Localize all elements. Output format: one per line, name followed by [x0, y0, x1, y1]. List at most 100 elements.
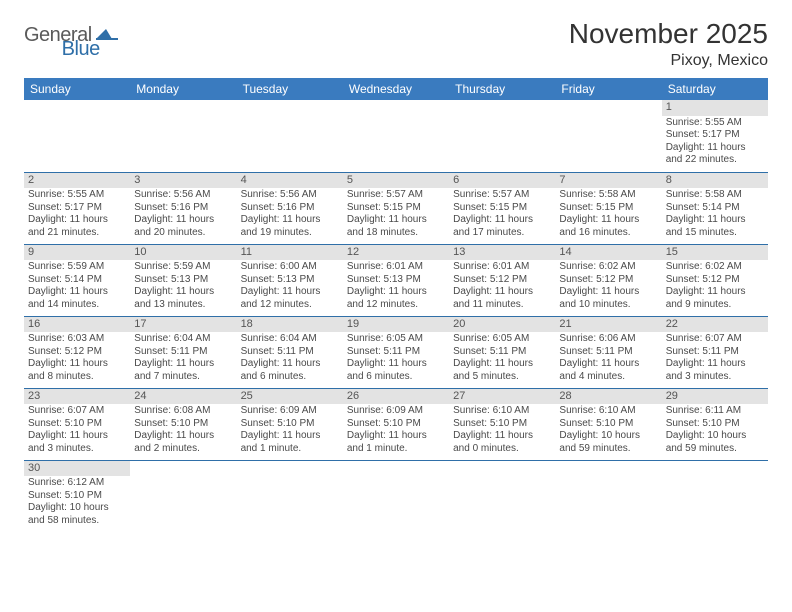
daylight-text: and 6 minutes. — [241, 371, 339, 384]
sunset-text: Sunset: 5:17 PM — [28, 202, 126, 215]
daylight-text: Daylight: 11 hours — [28, 430, 126, 443]
day-number: 16 — [24, 317, 130, 333]
daylight-text: and 3 minutes. — [666, 371, 764, 384]
day-number: 5 — [343, 173, 449, 189]
daylight-text: and 8 minutes. — [28, 371, 126, 384]
daylight-text: and 21 minutes. — [28, 227, 126, 240]
daylight-text: and 1 minute. — [241, 443, 339, 456]
dow-friday: Friday — [555, 78, 661, 100]
daylight-text: Daylight: 11 hours — [28, 358, 126, 371]
sunset-text: Sunset: 5:10 PM — [28, 418, 126, 431]
sunrise-text: Sunrise: 5:55 AM — [28, 189, 126, 202]
calendar-cell — [237, 100, 343, 172]
sunrise-text: Sunrise: 5:56 AM — [241, 189, 339, 202]
sunrise-text: Sunrise: 6:09 AM — [241, 405, 339, 418]
calendar-cell — [130, 100, 236, 172]
daylight-text: and 10 minutes. — [559, 299, 657, 312]
daylight-text: Daylight: 11 hours — [347, 286, 445, 299]
day-number: 19 — [343, 317, 449, 333]
calendar-cell: 20Sunrise: 6:05 AMSunset: 5:11 PMDayligh… — [449, 316, 555, 388]
calendar-cell — [449, 460, 555, 532]
calendar-cell — [237, 460, 343, 532]
calendar-cell: 4Sunrise: 5:56 AMSunset: 5:16 PMDaylight… — [237, 172, 343, 244]
daylight-text: Daylight: 11 hours — [666, 286, 764, 299]
sunrise-text: Sunrise: 6:02 AM — [559, 261, 657, 274]
day-number: 27 — [449, 389, 555, 405]
daylight-text: and 12 minutes. — [241, 299, 339, 312]
sunset-text: Sunset: 5:11 PM — [666, 346, 764, 359]
calendar-cell: 13Sunrise: 6:01 AMSunset: 5:12 PMDayligh… — [449, 244, 555, 316]
sunset-text: Sunset: 5:16 PM — [134, 202, 232, 215]
daylight-text: Daylight: 10 hours — [28, 502, 126, 515]
daylight-text: Daylight: 11 hours — [28, 214, 126, 227]
sunset-text: Sunset: 5:10 PM — [134, 418, 232, 431]
calendar-cell: 6Sunrise: 5:57 AMSunset: 5:15 PMDaylight… — [449, 172, 555, 244]
sunrise-text: Sunrise: 6:01 AM — [347, 261, 445, 274]
daylight-text: and 59 minutes. — [666, 443, 764, 456]
sunset-text: Sunset: 5:10 PM — [28, 490, 126, 503]
calendar-cell: 7Sunrise: 5:58 AMSunset: 5:15 PMDaylight… — [555, 172, 661, 244]
calendar-week-row: 2Sunrise: 5:55 AMSunset: 5:17 PMDaylight… — [24, 172, 768, 244]
sunrise-text: Sunrise: 5:55 AM — [666, 117, 764, 130]
calendar-table: Sunday Monday Tuesday Wednesday Thursday… — [24, 78, 768, 532]
day-number: 30 — [24, 461, 130, 477]
daylight-text: and 20 minutes. — [134, 227, 232, 240]
sunrise-text: Sunrise: 5:57 AM — [453, 189, 551, 202]
calendar-cell: 11Sunrise: 6:00 AMSunset: 5:13 PMDayligh… — [237, 244, 343, 316]
day-number: 1 — [662, 100, 768, 116]
day-number: 2 — [24, 173, 130, 189]
daylight-text: and 4 minutes. — [559, 371, 657, 384]
daylight-text: Daylight: 11 hours — [134, 430, 232, 443]
sunrise-text: Sunrise: 6:04 AM — [134, 333, 232, 346]
header-bar: General Blue November 2025 Pixoy, Mexico — [24, 18, 768, 70]
sunset-text: Sunset: 5:10 PM — [241, 418, 339, 431]
sunrise-text: Sunrise: 5:59 AM — [134, 261, 232, 274]
calendar-cell: 22Sunrise: 6:07 AMSunset: 5:11 PMDayligh… — [662, 316, 768, 388]
daylight-text: Daylight: 11 hours — [134, 214, 232, 227]
sunset-text: Sunset: 5:15 PM — [559, 202, 657, 215]
calendar-cell: 24Sunrise: 6:08 AMSunset: 5:10 PMDayligh… — [130, 388, 236, 460]
day-number: 10 — [130, 245, 236, 261]
calendar-cell: 1Sunrise: 5:55 AMSunset: 5:17 PMDaylight… — [662, 100, 768, 172]
day-number: 23 — [24, 389, 130, 405]
daylight-text: and 5 minutes. — [453, 371, 551, 384]
daylight-text: Daylight: 11 hours — [453, 358, 551, 371]
daylight-text: Daylight: 11 hours — [559, 358, 657, 371]
day-number: 29 — [662, 389, 768, 405]
page-title: November 2025 — [569, 18, 768, 50]
sunrise-text: Sunrise: 6:08 AM — [134, 405, 232, 418]
calendar-week-row: 16Sunrise: 6:03 AMSunset: 5:12 PMDayligh… — [24, 316, 768, 388]
calendar-week-row: 1Sunrise: 5:55 AMSunset: 5:17 PMDaylight… — [24, 100, 768, 172]
day-number: 13 — [449, 245, 555, 261]
calendar-cell: 14Sunrise: 6:02 AMSunset: 5:12 PMDayligh… — [555, 244, 661, 316]
sunset-text: Sunset: 5:11 PM — [241, 346, 339, 359]
sunset-text: Sunset: 5:15 PM — [453, 202, 551, 215]
calendar-cell — [343, 460, 449, 532]
day-number: 14 — [555, 245, 661, 261]
daylight-text: and 9 minutes. — [666, 299, 764, 312]
daylight-text: Daylight: 11 hours — [453, 286, 551, 299]
sunset-text: Sunset: 5:11 PM — [559, 346, 657, 359]
calendar-cell — [449, 100, 555, 172]
day-number: 11 — [237, 245, 343, 261]
calendar-cell — [555, 100, 661, 172]
sunrise-text: Sunrise: 5:58 AM — [559, 189, 657, 202]
daylight-text: and 14 minutes. — [28, 299, 126, 312]
dow-monday: Monday — [130, 78, 236, 100]
sunrise-text: Sunrise: 6:11 AM — [666, 405, 764, 418]
day-number: 25 — [237, 389, 343, 405]
day-number: 17 — [130, 317, 236, 333]
dow-thursday: Thursday — [449, 78, 555, 100]
calendar-cell: 27Sunrise: 6:10 AMSunset: 5:10 PMDayligh… — [449, 388, 555, 460]
sunset-text: Sunset: 5:12 PM — [666, 274, 764, 287]
sunset-text: Sunset: 5:10 PM — [347, 418, 445, 431]
daylight-text: Daylight: 11 hours — [666, 142, 764, 155]
daylight-text: Daylight: 11 hours — [28, 286, 126, 299]
day-number: 4 — [237, 173, 343, 189]
daylight-text: Daylight: 11 hours — [666, 358, 764, 371]
sunset-text: Sunset: 5:14 PM — [666, 202, 764, 215]
calendar-week-row: 30Sunrise: 6:12 AMSunset: 5:10 PMDayligh… — [24, 460, 768, 532]
daylight-text: Daylight: 11 hours — [347, 214, 445, 227]
calendar-header-row: Sunday Monday Tuesday Wednesday Thursday… — [24, 78, 768, 100]
daylight-text: and 3 minutes. — [28, 443, 126, 456]
